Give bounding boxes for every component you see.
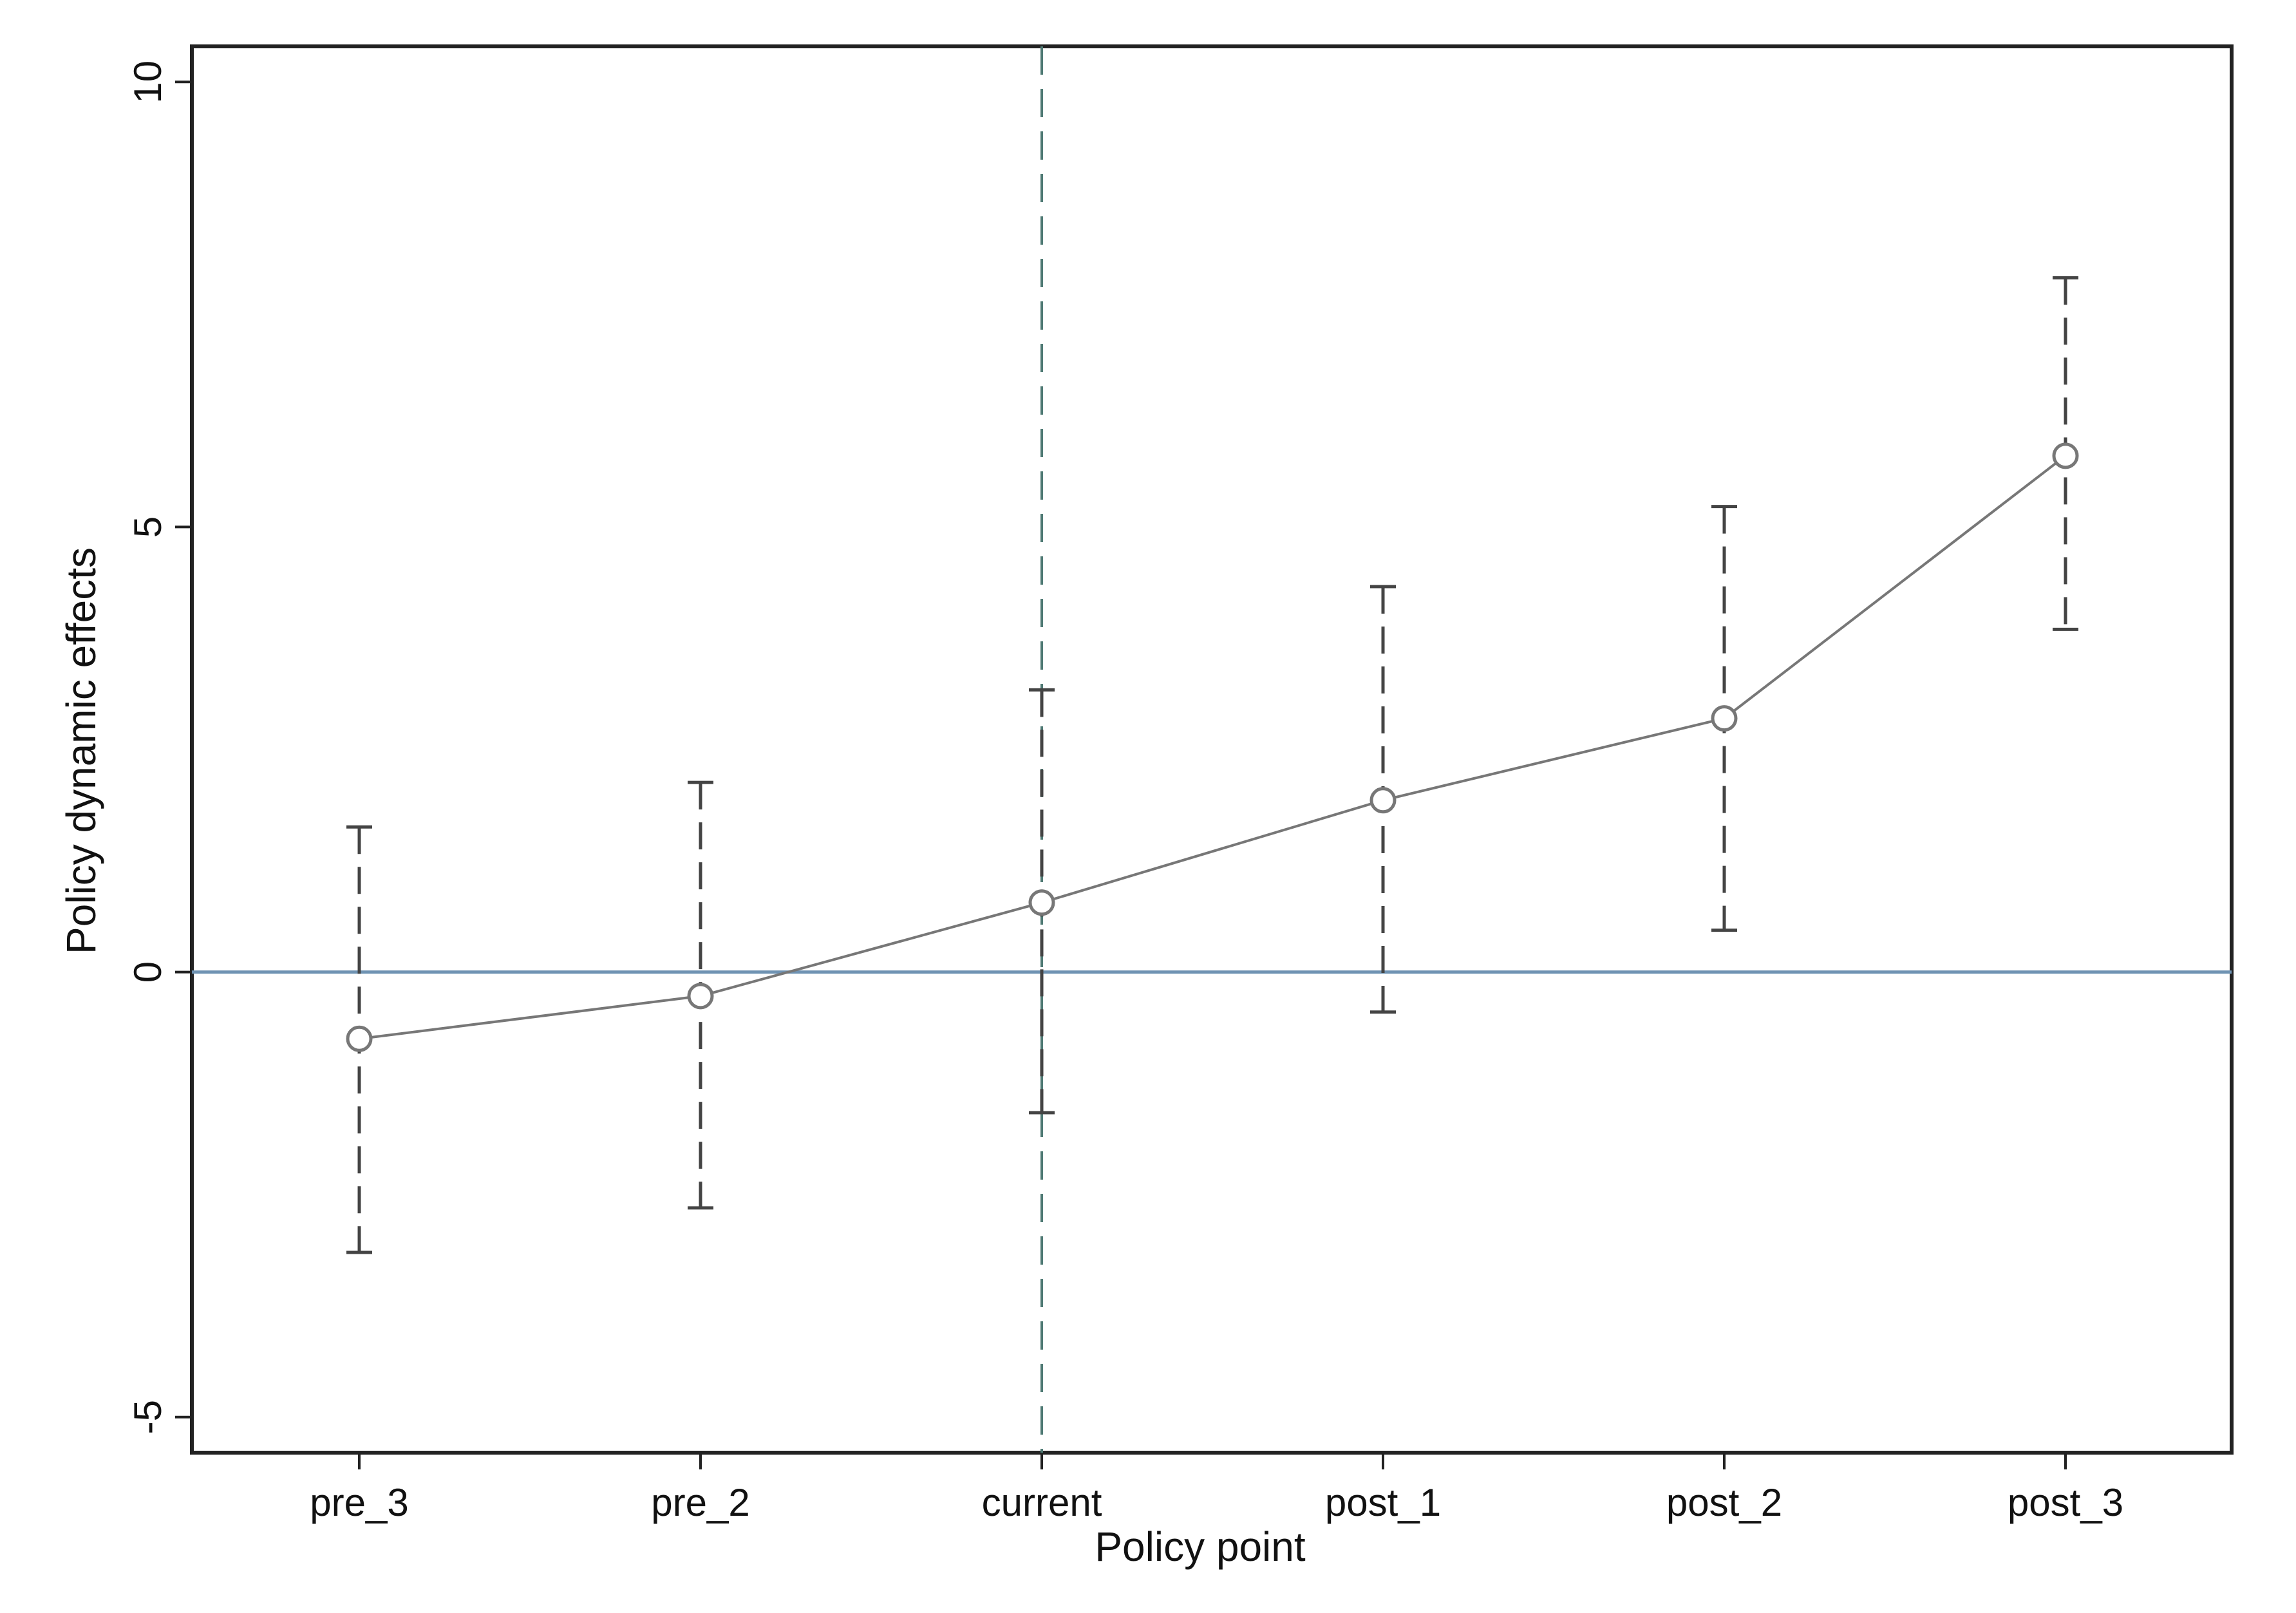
x-tick-label: post_2 (1666, 1481, 1782, 1524)
x-tick-label: post_1 (1325, 1481, 1441, 1524)
x-axis-label: Policy point (1095, 1523, 1306, 1570)
data-point (346, 1025, 373, 1052)
series-line (359, 455, 2067, 1041)
y-tick-label: 0 (126, 961, 169, 983)
x-tick-label: pre_2 (651, 1481, 749, 1524)
y-axis-label: Policy dynamic effects (58, 547, 104, 954)
data-point (687, 983, 714, 1010)
x-tick-label: pre_3 (310, 1481, 408, 1524)
y-axis: -5 0 5 10 (126, 61, 192, 1434)
y-tick-label: -5 (126, 1400, 169, 1434)
x-tick-label: post_3 (2008, 1481, 2123, 1524)
data-point (1711, 705, 1738, 732)
data-point (1369, 787, 1397, 814)
data-point (2052, 442, 2079, 469)
y-tick-label: 5 (126, 516, 169, 538)
data-point (1028, 889, 1055, 916)
x-tick-label: current (982, 1481, 1102, 1524)
series (346, 442, 2079, 1052)
x-axis: pre_3 pre_2 current post_1 post_2 post_3 (310, 1453, 2123, 1524)
plot-frame (190, 44, 2234, 1455)
y-tick-label: 10 (126, 61, 169, 104)
